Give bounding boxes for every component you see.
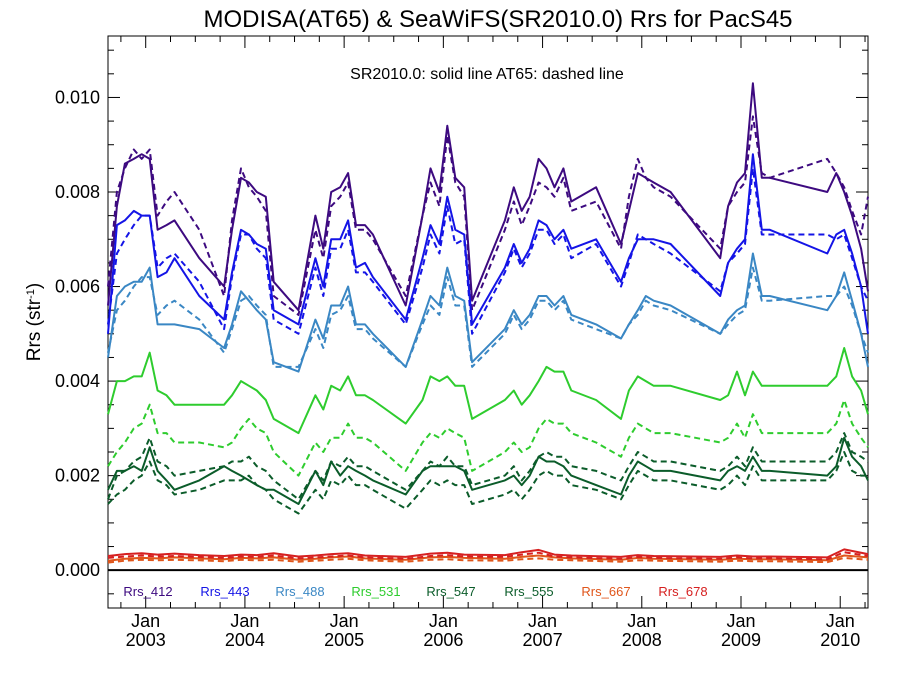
series-line-rrs-547 (107, 436, 869, 505)
y-tick-label: 0.008 (55, 182, 100, 202)
x-tick-year-label: 2005 (324, 630, 364, 650)
x-tick-month-label: Jan (726, 611, 755, 631)
y-axis-label-main: Rrs (str (24, 298, 45, 361)
legend-entry-rrs-488: Rrs_488 (275, 584, 324, 599)
series-line-rrs-443-at65 (107, 167, 869, 335)
y-tick-label: 0.010 (55, 87, 100, 107)
y-axis-label-superscript: -1 (25, 289, 37, 299)
x-tick-year-label: 2010 (820, 630, 860, 650)
x-tick-month-label: Jan (627, 611, 656, 631)
x-tick-year-label: 2008 (622, 630, 662, 650)
series-line-rrs-488-at65 (107, 266, 869, 368)
x-tick-month-label: Jan (429, 611, 458, 631)
legend-entry-rrs-678: Rrs_678 (658, 584, 707, 599)
series-line-rrs-488 (107, 252, 869, 373)
legend-entry-rrs-547: Rrs_547 (426, 584, 475, 599)
legend: Rrs_412 Rrs_443 Rrs_488 Rrs_531 Rrs_547 Rrs_5… (123, 584, 707, 599)
y-tick-label: 0.006 (55, 277, 100, 297)
data-series (107, 82, 869, 564)
legend-entry-rrs-412: Rrs_412 (123, 584, 172, 599)
x-tick-year-label: 2004 (225, 630, 265, 650)
series-line-rrs-531-at65 (107, 399, 869, 477)
x-tick-month-label: Jan (131, 611, 160, 631)
legend-entry-rrs-443: Rrs_443 (200, 584, 249, 599)
y-tick-label: 0.004 (55, 371, 100, 391)
y-axis-label-tail: ) (24, 283, 45, 289)
series-line-rrs-412-at65 (107, 115, 869, 316)
x-axis-ticks: Jan2003Jan2004Jan2005Jan2006Jan2007Jan20… (120, 36, 866, 650)
y-tick-label: 0.000 (55, 560, 100, 580)
series-line-rrs-531 (107, 347, 869, 435)
series-line-rrs-667-at65 (107, 556, 869, 564)
legend-entry-rrs-555: Rrs_555 (504, 584, 553, 599)
legend-entry-rrs-667: Rrs_667 (581, 584, 630, 599)
series-line-rrs-443 (107, 153, 869, 334)
x-tick-year-label: 2009 (721, 630, 761, 650)
series-line-rrs-678-at65 (107, 551, 869, 561)
series-line-rrs-555 (107, 451, 868, 515)
x-tick-month-label: Jan (826, 611, 855, 631)
y-axis-ticks: 0.000 0.002 0.004 0.006 0.008 0.010 (55, 49, 868, 595)
x-tick-month-label: Jan (528, 611, 557, 631)
x-tick-year-label: 2006 (423, 630, 463, 650)
chart-title: MODISA(AT65) & SeaWiFS(SR2010.0) Rrs for… (203, 6, 792, 33)
y-tick-label: 0.002 (55, 466, 100, 486)
x-tick-year-label: 2007 (523, 630, 563, 650)
series-line-rrs-667 (107, 554, 869, 562)
plot-frame (107, 35, 869, 609)
line-style-annotation: SR2010.0: solid line AT65: dashed line (350, 66, 624, 83)
legend-entry-rrs-531: Rrs_531 (351, 584, 400, 599)
x-tick-year-label: 2003 (126, 630, 166, 650)
y-axis-label: Rrs (str-1) (24, 283, 45, 361)
x-tick-month-label: Jan (230, 611, 259, 631)
series-line-rrs-678 (107, 548, 869, 559)
x-tick-month-label: Jan (330, 611, 359, 631)
